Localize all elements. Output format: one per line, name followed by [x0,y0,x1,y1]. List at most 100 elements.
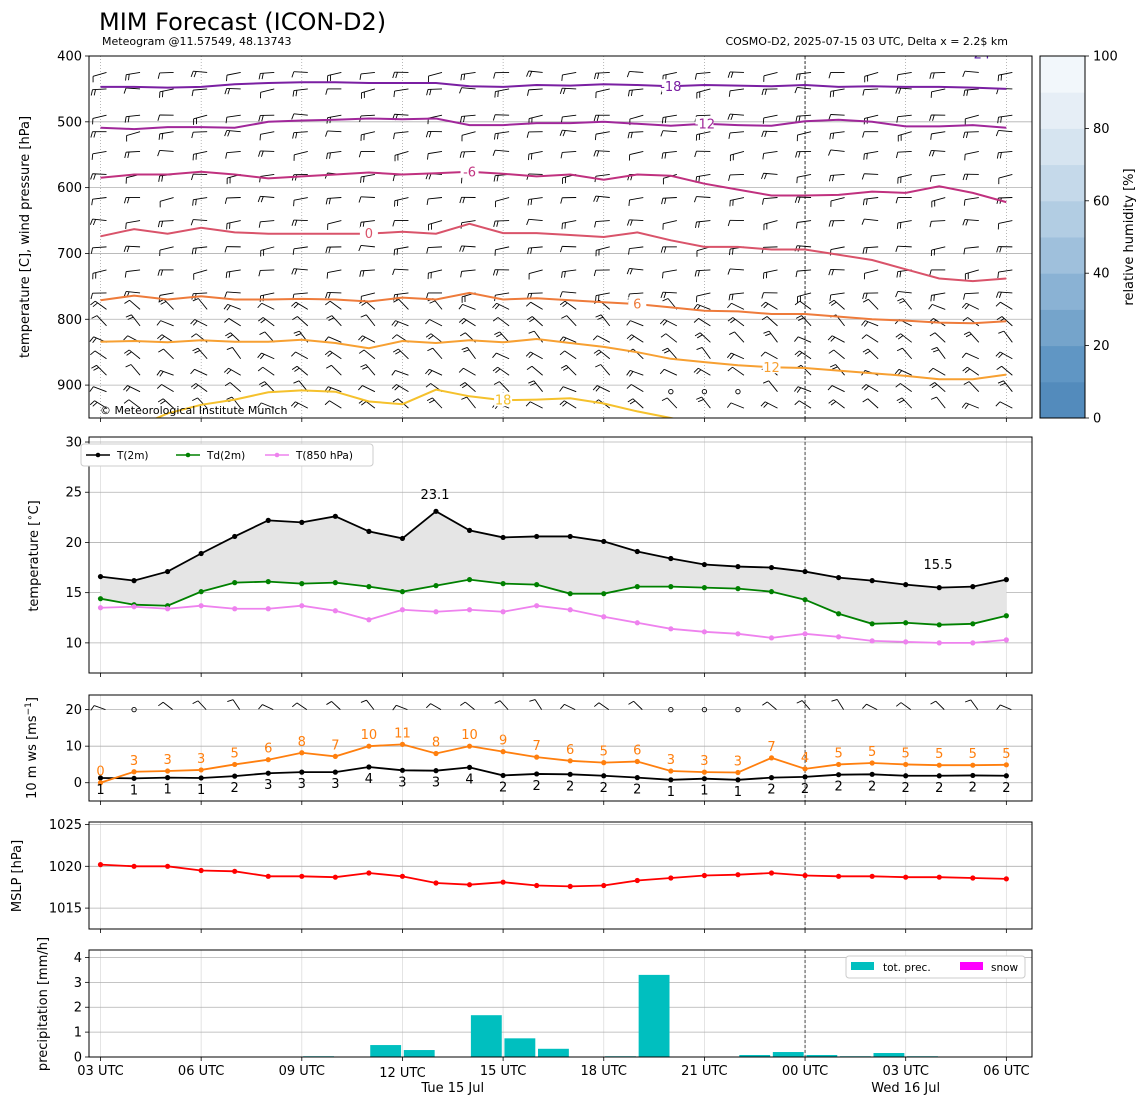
wind-barb-flag [629,371,634,377]
panel-frame [88,436,1033,674]
wind-barb-flag [123,385,128,391]
mslp-panel: 1015 1020 1025 MSLP [hPa] [10,818,1033,933]
wind-barb-flag [896,397,903,402]
wind-barb-flag [391,320,396,326]
y-tick-label: 0 [74,776,82,791]
wind-barb-flag [496,333,502,338]
wind-barb [865,384,879,393]
wind-barb-flag [761,292,764,299]
wind-barb [528,246,543,249]
wind-barb [126,87,141,90]
wind-barb [897,220,912,224]
wind-barb-flag [90,173,93,180]
wind-barb [868,299,879,310]
series-point [232,580,238,586]
wind-lines: 03 3 3 5 6 8 710 118 10 9 7 6 5 63 3 374 5 5 5 5 5 51 1 1 1 2 3 3 3 4… [96,726,1010,799]
temperature-panel: 10 15 20 25 30 23.1 15.5 T(2m) Td(2m) T(850 … [25,436,1033,677]
wind-barb [394,246,409,250]
wind-barb-flag [290,401,296,407]
wind-barb-flag [259,381,265,385]
wind-barb-flag [760,301,766,307]
wind-barb [934,332,946,343]
series-point [433,750,439,757]
mslp-point [534,882,540,889]
gust-label: 7 [767,740,775,755]
wind-barb-flag [294,367,300,372]
wind-barb-flag [396,248,399,255]
series-point [198,550,204,557]
time-tick-label: 03 UTC [77,1064,123,1079]
wind-barb-flag [862,293,865,300]
series-point [198,589,204,595]
wind-barb [126,220,141,224]
wind-barb-flag [526,365,533,370]
wind-barb-flag [260,196,264,203]
wind-barb-flag [325,292,328,299]
wind-barb-flag [324,400,330,406]
wind-barb [495,292,510,296]
y-tick-label: 400 [57,50,82,65]
series-point [768,775,775,781]
wind-barb-flag [661,117,664,124]
wind-barb [462,303,476,310]
wind-barb [193,114,208,120]
wind-barb [729,131,744,134]
wind-barb [935,700,945,710]
wind-barb-flag [896,702,902,707]
series-point [668,626,674,632]
wind-barb [394,151,409,156]
wind-barb [96,365,107,376]
wind-barb-flag [731,294,734,301]
wind-barb [931,292,946,296]
wind-barb-flag [291,219,295,226]
mean-label: 3 [398,775,406,790]
wind-barb [629,131,644,133]
wind-barb [830,292,845,296]
colorbar-block [1040,200,1085,238]
wind-barb-flag [360,364,367,368]
wind-barb-flag [896,74,899,81]
wind-barb [328,336,342,343]
series-point [131,775,137,781]
series-point [735,777,741,783]
wind-barb-flag [797,352,803,357]
wind-barb-flag [963,248,966,255]
mean-label: 3 [298,777,306,792]
wind-barb [632,348,644,360]
isotherm-12 [100,337,1007,381]
wind-barb-flag [425,333,432,338]
series-point [970,772,976,779]
wind-barb-flag [426,703,431,709]
wind-barb [193,197,208,201]
wind-barb-flag [995,130,999,137]
wind-barb-flag [429,89,432,96]
wind-barb-flag [459,197,462,204]
series-point [265,579,271,585]
mslp-point [433,880,439,886]
wind-barb-flag [92,302,98,308]
wind-barb [93,386,107,393]
wind-barb [565,365,577,376]
series-point [802,774,808,780]
wind-barb [830,131,845,134]
wind-barb-flag [828,269,832,276]
wind-barb [866,334,879,343]
wind-barb-flag [831,175,835,182]
wind-barb [327,220,342,225]
precip-bar [537,1048,569,1057]
wind-barb-flag [862,703,867,709]
wind-barb-flag [492,317,499,322]
wind-barb [897,72,912,76]
mslp-point [701,872,708,879]
wind-barb-flag [828,349,834,354]
wind-barb [763,150,778,154]
time-tick-label: 09 UTC [279,1064,325,1079]
wind-barb-flag [92,337,97,343]
time-tick-label: 12 UTC [379,1066,425,1081]
wind-barb [563,336,577,343]
wind-barb [163,348,174,360]
y-tick-label: 20 [65,703,82,718]
series-point [299,519,305,525]
wind-barb-flag [426,397,433,402]
wind-barb-flag [898,87,902,94]
